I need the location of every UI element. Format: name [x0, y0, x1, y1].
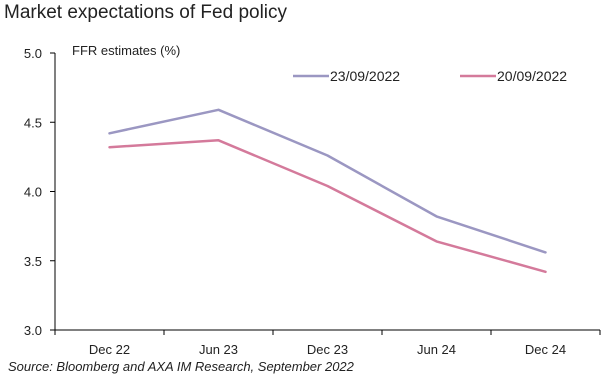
x-tick-label: Jun 24	[417, 342, 456, 357]
chart-legend: 23/09/2022 20/09/2022	[293, 68, 567, 84]
series-line-2	[108, 139, 547, 274]
x-tick-label: Dec 24	[525, 342, 566, 357]
y-tick-label: 4.5	[24, 115, 42, 130]
y-tick-label: 3.5	[24, 254, 42, 269]
y-tick-label: 4.0	[24, 185, 42, 200]
x-tick-label: Dec 23	[307, 342, 348, 357]
y-tick-label: 3.0	[24, 323, 42, 338]
series-line-1	[108, 108, 547, 254]
chart-title: Market expectations of Fed policy	[4, 2, 288, 23]
chart-axes	[54, 53, 600, 331]
y-axis-ticks: 3.0 3.5 4.0 4.5 5.0	[24, 46, 55, 338]
y-tick-label: 5.0	[24, 46, 42, 61]
legend-label-2: 20/09/2022	[497, 68, 567, 84]
series-lines	[108, 108, 547, 274]
x-tick-label: Jun 23	[199, 342, 238, 357]
legend-label-1: 23/09/2022	[330, 68, 400, 84]
source-note: Source: Bloomberg and AXA IM Research, S…	[8, 359, 354, 374]
y-axis-label: FFR estimates (%)	[72, 43, 181, 58]
x-tick-label: Dec 22	[89, 342, 130, 357]
x-axis-ticks: Dec 22 Jun 23 Dec 23 Jun 24 Dec 24	[54, 330, 601, 357]
